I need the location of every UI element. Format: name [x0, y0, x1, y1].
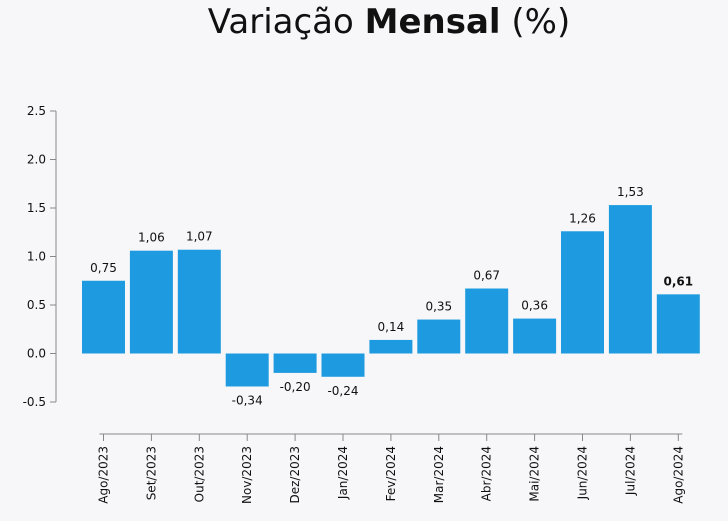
chart-title: Variação Mensal (%) — [0, 2, 728, 42]
bar — [513, 318, 557, 354]
chart-title-part2: Mensal — [364, 2, 501, 42]
bar — [465, 288, 509, 354]
data-label: -0,20 — [280, 380, 311, 394]
data-label: 1,53 — [617, 185, 644, 199]
bar — [82, 280, 125, 354]
y-tick-label: 0.5 — [27, 298, 46, 312]
bar — [417, 319, 461, 354]
x-tick-label: Jan/2024 — [336, 446, 350, 500]
y-tick-label: 2.5 — [27, 104, 46, 118]
bar — [369, 339, 413, 354]
bar — [321, 353, 365, 377]
x-tick-label: Abr/2024 — [480, 446, 494, 501]
x-tick-label: Mai/2024 — [528, 446, 542, 502]
x-tick-label: Out/2023 — [192, 446, 206, 502]
x-tick-label: Ago/2023 — [97, 446, 111, 504]
data-label: 1,06 — [138, 231, 165, 245]
x-tick-label: Nov/2023 — [240, 446, 254, 504]
data-label: 0,61 — [663, 274, 693, 288]
data-label: 0,67 — [473, 269, 500, 283]
y-tick-label: 2.0 — [27, 153, 46, 167]
x-tick-label: Mar/2024 — [432, 446, 446, 503]
data-label: 1,07 — [186, 230, 213, 244]
bar — [656, 294, 700, 354]
bar — [608, 205, 652, 354]
y-tick-label: 0.0 — [27, 347, 46, 361]
x-tick-label: Fev/2024 — [384, 446, 398, 501]
x-tick-label: Jul/2024 — [623, 446, 637, 496]
data-label: -0,24 — [327, 384, 358, 398]
chart-title-part3: (%) — [500, 2, 571, 42]
x-tick-label: Ago/2024 — [671, 446, 685, 504]
y-tick-label: -0.5 — [23, 395, 46, 409]
data-label: 0,35 — [425, 300, 452, 314]
bar — [177, 249, 221, 354]
data-label: 0,36 — [521, 299, 548, 313]
bar — [561, 231, 604, 354]
bar — [273, 353, 317, 373]
x-tick-label: Dez/2023 — [288, 446, 302, 504]
bar — [129, 250, 173, 354]
x-tick-label: Jun/2024 — [576, 446, 590, 500]
chart-title-part1: Variação — [207, 2, 365, 42]
x-tick-label: Set/2023 — [144, 446, 158, 500]
bar — [225, 353, 269, 387]
y-tick-label: 1.0 — [27, 250, 46, 264]
data-label: 0,75 — [90, 261, 117, 275]
data-label: -0,34 — [232, 393, 263, 407]
y-tick-label: 1.5 — [27, 201, 46, 215]
data-label: 0,14 — [378, 320, 405, 334]
data-label: 1,26 — [569, 211, 596, 225]
